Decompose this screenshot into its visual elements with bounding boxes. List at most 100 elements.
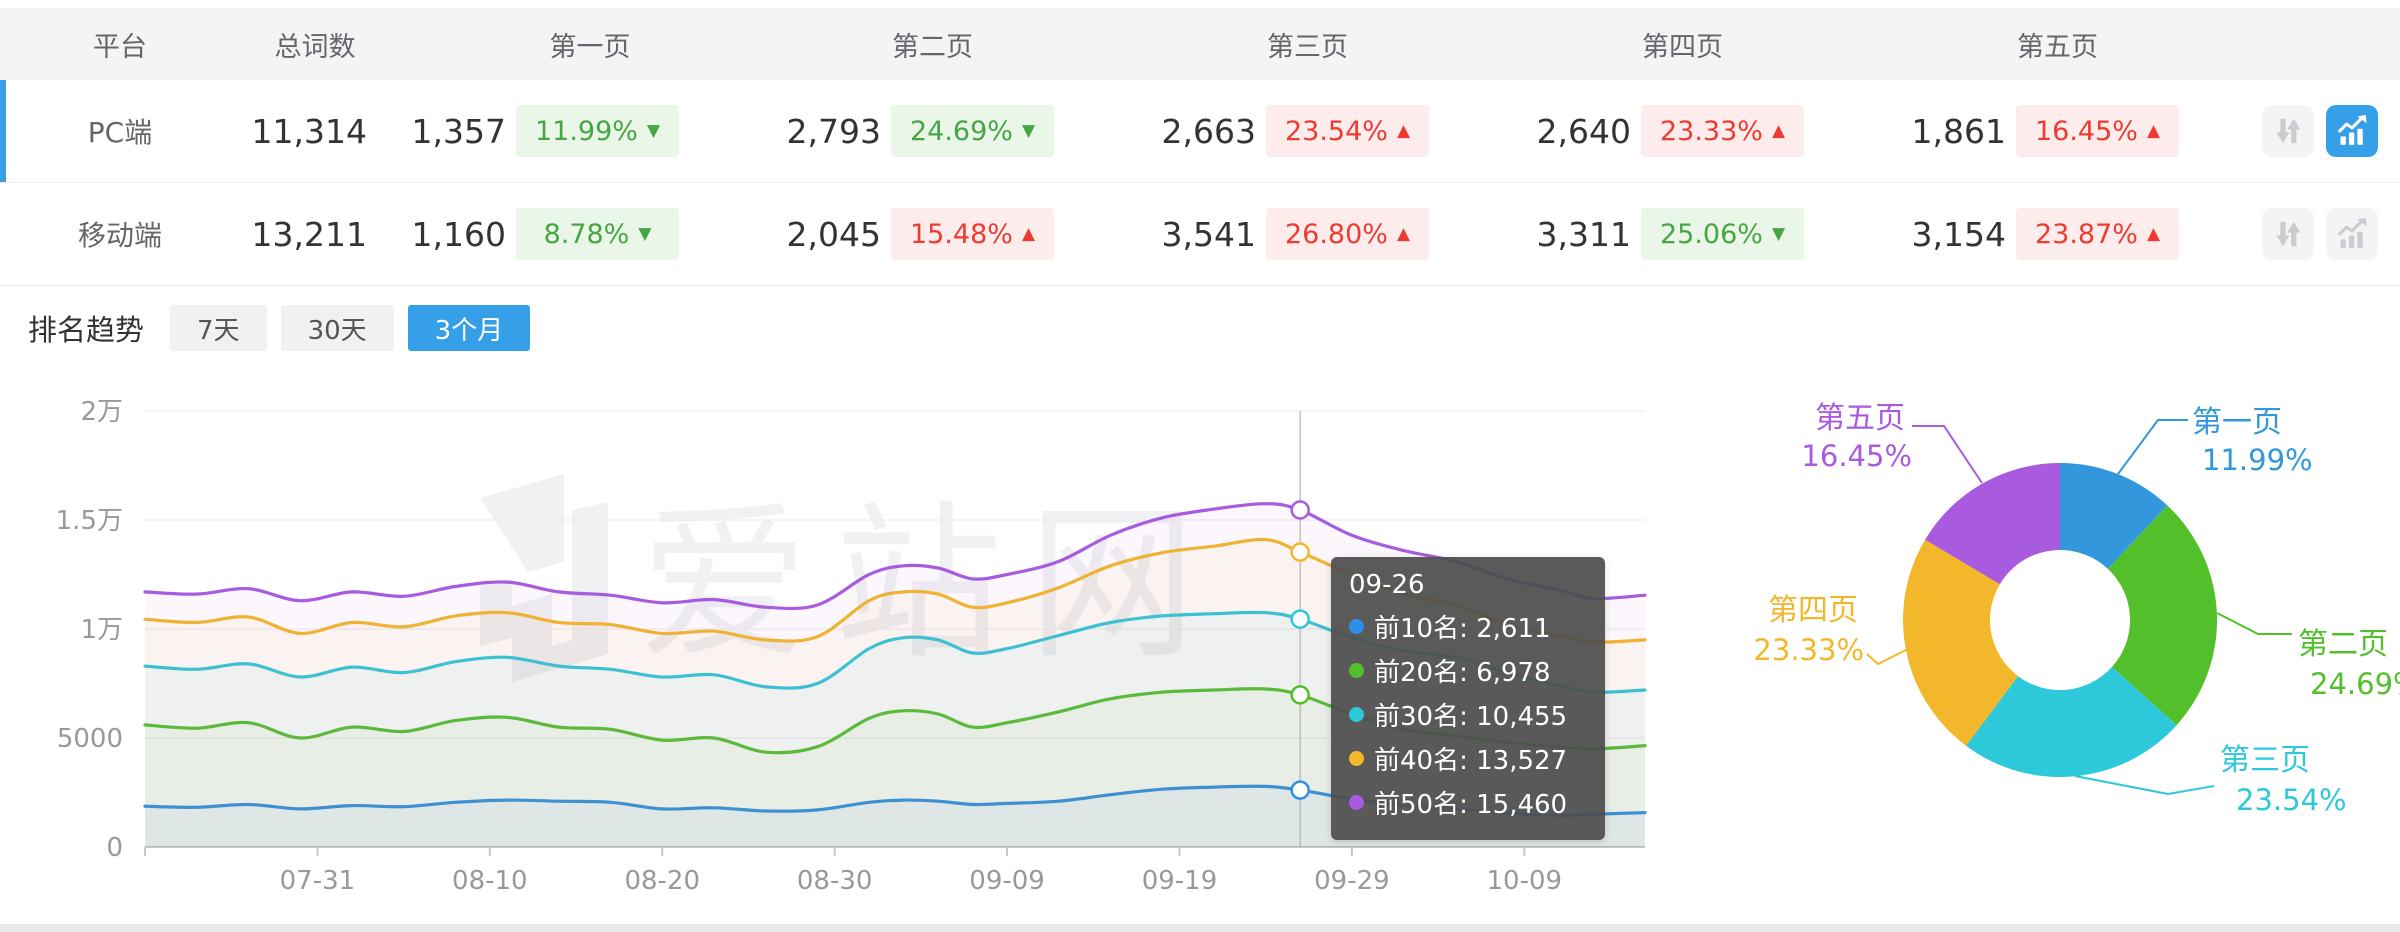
page2-cell: 2,793 24.69% ▼: [700, 105, 1075, 157]
y-axis-tick-label: 0: [106, 833, 123, 863]
tooltip-date: 09-26: [1349, 570, 1425, 600]
trend-chart-button[interactable]: [2326, 208, 2378, 260]
series-area-前50名: [145, 503, 1645, 847]
donut-slice-第三页[interactable]: [1966, 666, 2177, 777]
series-area-前30名: [145, 612, 1645, 847]
donut-label-percent: 23.54%: [2236, 783, 2347, 817]
tooltip-row: 前20名: 6,978: [1349, 652, 1587, 689]
change-percent: 23.87%: [2034, 218, 2138, 250]
page5-cell: 1,861 16.45% ▲: [1825, 105, 2200, 157]
platform-label: 移动端: [77, 219, 162, 252]
page1-cell: 1,160 8.78% ▼: [390, 208, 700, 260]
rank-transfer-button[interactable]: [2262, 208, 2314, 260]
trend-arrow-icon: ▲: [1396, 224, 1411, 244]
rank-trend-line-chart[interactable]: 0 5000 1万 1.5万 2万 07-31 08-10 08-20 08-30 09-09 09…: [0, 362, 1700, 930]
page2-cell: 2,045 15.48% ▲: [700, 208, 1075, 260]
change-percent: 16.45%: [2034, 115, 2138, 147]
table-row-pc[interactable]: PC端 11,314 1,357 11.99% ▼ 2,793 24.69% ▼ 2…: [0, 80, 2400, 183]
total-words-value: 13,211: [251, 214, 367, 254]
page5-cell: 3,154 23.87% ▲: [1825, 208, 2200, 260]
series-dot-icon: [1349, 663, 1364, 678]
tab-7-days[interactable]: 7天: [170, 305, 267, 351]
header-page2: 第二页: [892, 31, 973, 63]
page4-count: 3,311: [1536, 214, 1631, 254]
label-leader-line: [2216, 612, 2292, 635]
up-down-arrows-icon: [2276, 221, 2301, 247]
tooltip-row: 前50名: 15,460: [1349, 784, 1587, 821]
trend-arrow-icon: ▲: [1396, 121, 1411, 141]
page4-change-badge: 25.06% ▼: [1641, 208, 1804, 260]
donut-label-percent: 24.69%: [2310, 667, 2400, 701]
row-actions: [2200, 105, 2400, 157]
y-axis-tick-label: 5000: [57, 724, 123, 754]
page1-count: 1,160: [411, 214, 506, 254]
total-words-value: 11,314: [251, 111, 367, 151]
page2-change-badge: 15.48% ▲: [891, 208, 1054, 260]
x-axis-tick-label: 08-30: [797, 866, 873, 896]
trend-arrow-icon: ▲: [2146, 121, 2161, 141]
tooltip-series-value: 前30名: 10,455: [1374, 702, 1568, 732]
page2-change-badge: 24.69% ▼: [891, 105, 1054, 157]
series-area-前20名: [145, 688, 1645, 847]
page3-count: 3,541: [1161, 214, 1256, 254]
page1-cell: 1,357 11.99% ▼: [390, 105, 700, 157]
donut-label-name: 第五页: [1815, 401, 1905, 436]
chart-tooltip: 09-26 前10名: 2,611 前20名: 6,978 前30名: 10,455…: [1331, 557, 1605, 840]
x-axis-tick-label: 09-29: [1314, 866, 1390, 896]
trend-title: 排名趋势: [28, 313, 145, 347]
page1-count: 1,357: [411, 111, 506, 151]
page1-change-badge: 11.99% ▼: [516, 105, 679, 157]
donut-label-name: 第二页: [2298, 627, 2388, 662]
tab-30-days[interactable]: 30天: [280, 305, 394, 351]
trend-chart-button[interactable]: [2326, 105, 2378, 157]
page3-cell: 2,663 23.54% ▲: [1075, 105, 1450, 157]
page4-cell: 2,640 23.33% ▲: [1450, 105, 1825, 157]
label-leader-line: [1912, 425, 1983, 484]
tooltip-row: 前40名: 13,527: [1349, 740, 1587, 777]
change-percent: 24.69%: [909, 115, 1013, 147]
up-down-arrows-icon: [2276, 118, 2301, 144]
y-axis-tick-label: 1万: [80, 615, 123, 645]
donut-label-percent: 11.99%: [2202, 443, 2313, 477]
x-axis-tick-label: 09-19: [1142, 866, 1218, 896]
series-dot-icon: [1349, 707, 1364, 722]
tooltip-series-value: 前50名: 15,460: [1374, 790, 1568, 820]
line-chart-icon: [2338, 217, 2367, 248]
tooltip-series-value: 前20名: 6,978: [1374, 658, 1551, 688]
hover-point-marker: [1290, 542, 1310, 562]
donut-slice-第四页[interactable]: [1903, 539, 2019, 746]
trend-arrow-icon: ▲: [1021, 224, 1036, 244]
change-percent: 26.80%: [1284, 218, 1388, 250]
x-axis-tick-label: 08-20: [624, 866, 700, 896]
header-page3: 第三页: [1267, 31, 1348, 63]
donut-slice-第一页[interactable]: [2060, 463, 2168, 569]
donut-slice-第二页[interactable]: [2107, 505, 2218, 726]
page5-count: 3,154: [1911, 214, 2006, 254]
page2-count: 2,045: [786, 214, 881, 254]
donut-label-percent: 23.33%: [1753, 633, 1864, 667]
row-actions: [2200, 208, 2400, 260]
table-row-mobile[interactable]: 移动端 13,211 1,160 8.78% ▼ 2,045 15.48% ▲ 3,…: [0, 183, 2400, 286]
header-page4: 第四页: [1642, 31, 1723, 63]
change-percent: 8.78%: [543, 218, 630, 250]
x-axis-tick-label: 08-10: [452, 866, 528, 896]
page4-cell: 3,311 25.06% ▼: [1450, 208, 1825, 260]
label-leader-line: [2074, 775, 2215, 796]
charts-area: 爱站网 0 5000 1万 1.5万 2万 07-31 08-10 08-20 08-30 09-…: [0, 362, 2400, 930]
page5-change-badge: 23.87% ▲: [2016, 208, 2179, 260]
tooltip-series-value: 前10名: 2,611: [1374, 614, 1551, 644]
series-area-前40名: [145, 539, 1645, 847]
page1-change-badge: 8.78% ▼: [516, 208, 679, 260]
donut-label-percent: 16.45%: [1801, 439, 1912, 473]
donut-slice-第五页[interactable]: [1925, 463, 2060, 585]
donut-label-name: 第四页: [1768, 593, 1858, 628]
change-percent: 23.54%: [1284, 115, 1388, 147]
tooltip-row: 前30名: 10,455: [1349, 696, 1587, 733]
label-leader-line: [1866, 649, 1907, 666]
page5-count: 1,861: [1911, 111, 2006, 151]
hover-point-marker: [1290, 780, 1310, 800]
series-line-前50名[interactable]: [143, 502, 1647, 611]
rank-transfer-button[interactable]: [2262, 105, 2314, 157]
tab-3-months[interactable]: 3个月: [407, 305, 531, 351]
